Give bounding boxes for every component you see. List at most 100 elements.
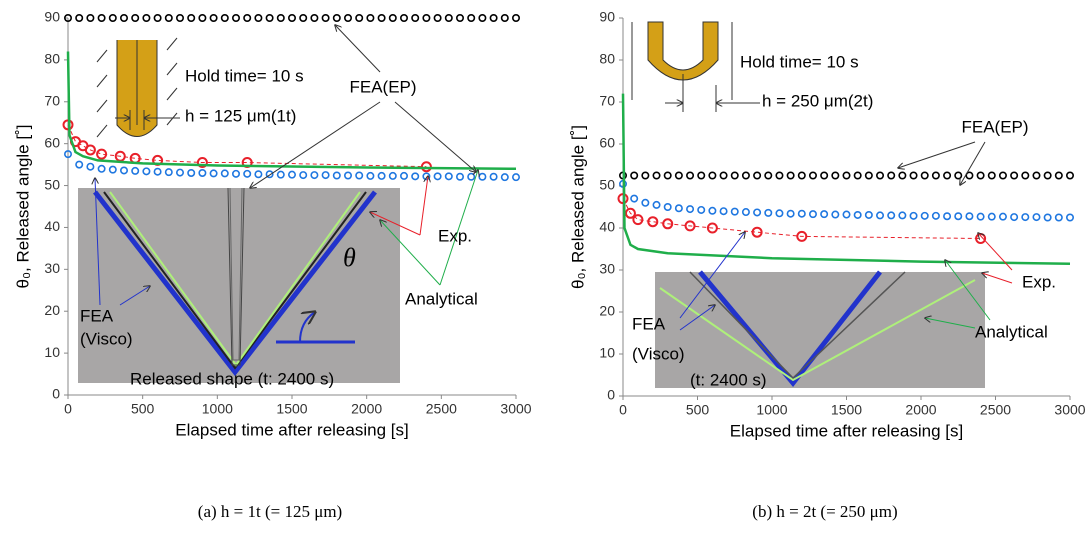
x-tick-label: 3000	[1054, 402, 1085, 418]
data-point	[209, 14, 218, 23]
y-tick-label: 90	[44, 9, 60, 25]
data-point	[674, 171, 683, 180]
data-point	[624, 207, 636, 219]
data-point	[876, 171, 885, 180]
x-tick-label: 2000	[905, 402, 936, 418]
x-tick-label: 1000	[756, 402, 787, 418]
y-tick-label: 10	[44, 344, 60, 360]
x-axis-label: Elapsed time after releasing [s]	[730, 421, 963, 440]
data-point	[876, 211, 885, 220]
data-point	[796, 230, 808, 242]
data-point	[931, 171, 940, 180]
data-point	[954, 171, 963, 180]
annotation-arrows	[95, 25, 1013, 331]
data-point	[64, 14, 73, 23]
data-point	[232, 169, 241, 178]
x-tick-label: 1500	[276, 401, 307, 417]
photo-inset	[78, 187, 400, 383]
data-point	[764, 171, 773, 180]
data-point	[976, 171, 985, 180]
data-point	[343, 171, 352, 180]
series-line	[621, 93, 1071, 265]
data-point	[355, 171, 364, 180]
data-point	[198, 14, 207, 23]
data-point	[674, 204, 683, 213]
data-point	[853, 171, 862, 180]
data-point	[998, 171, 1007, 180]
x-tick-label: 3000	[500, 401, 531, 417]
data-point	[254, 14, 263, 23]
y-tick-label: 30	[599, 261, 615, 277]
annotation: θ	[343, 243, 356, 272]
data-point	[630, 194, 639, 203]
data-point	[965, 171, 974, 180]
data-point	[366, 171, 375, 180]
chart: 0 10 20 30 40 50 60 70 80 90 0 500 1000 1500 2000 2500 3…	[13, 9, 531, 440]
data-point	[164, 14, 173, 23]
data-point	[455, 172, 464, 181]
y-tick-label: 50	[599, 177, 615, 193]
data-point	[265, 170, 274, 179]
series-label: FEA(EP)	[961, 117, 1028, 136]
data-point	[467, 14, 476, 23]
data-point	[86, 162, 95, 171]
data-point	[719, 171, 728, 180]
data-point	[987, 212, 996, 221]
y-tick-label: 70	[599, 93, 615, 109]
y-tick-label: 0	[607, 387, 615, 403]
data-point	[120, 166, 129, 175]
data-point	[321, 14, 330, 23]
y-tick-label: 60	[599, 135, 615, 151]
x-tick-label: 0	[619, 402, 627, 418]
data-point	[75, 14, 84, 23]
chart: 0 10 20 30 40 50 60 70 80 90 0 500 1000 1500 2000 2500 3…	[568, 9, 1085, 441]
y-tick-label: 70	[44, 92, 60, 108]
data-point	[310, 171, 319, 180]
data-point	[187, 168, 196, 177]
series-label: FEA(EP)	[349, 77, 416, 96]
data-point	[842, 210, 851, 219]
data-point	[411, 172, 420, 181]
data-point	[652, 200, 661, 209]
data-point	[220, 169, 229, 178]
data-point	[500, 14, 509, 23]
data-point	[831, 171, 840, 180]
x-tick-label: 500	[131, 401, 155, 417]
data-point	[120, 14, 129, 23]
data-point	[775, 171, 784, 180]
caption: (b) h = 2t (= 250 μm)	[752, 502, 897, 521]
y-tick-label: 60	[44, 134, 60, 150]
data-point	[842, 171, 851, 180]
data-point	[1066, 171, 1075, 180]
data-point	[753, 208, 762, 217]
x-tick-label: 1000	[202, 401, 233, 417]
data-point	[909, 211, 918, 220]
x-tick-label: 1500	[831, 402, 862, 418]
data-point	[987, 171, 996, 180]
data-point	[321, 171, 330, 180]
data-point	[730, 207, 739, 216]
annotation: (Visco)	[80, 329, 133, 348]
y-tick-label: 30	[44, 260, 60, 276]
data-point	[663, 171, 672, 180]
data-point	[276, 14, 285, 23]
annotation: h = 250 μm(2t)	[762, 91, 873, 110]
data-point	[719, 207, 728, 216]
data-point	[299, 171, 308, 180]
data-point	[287, 170, 296, 179]
data-point	[797, 209, 806, 218]
data-point	[708, 171, 717, 180]
series-label: Analytical	[405, 289, 478, 308]
data-point	[196, 157, 208, 169]
data-point	[164, 168, 173, 177]
data-point	[887, 211, 896, 220]
annotation: FEA	[632, 314, 666, 333]
data-point	[1021, 171, 1030, 180]
data-point	[786, 209, 795, 218]
data-point	[887, 171, 896, 180]
data-point	[108, 165, 117, 174]
data-point	[377, 171, 386, 180]
data-point	[187, 14, 196, 23]
annotation: h = 125 μm(1t)	[185, 106, 296, 125]
